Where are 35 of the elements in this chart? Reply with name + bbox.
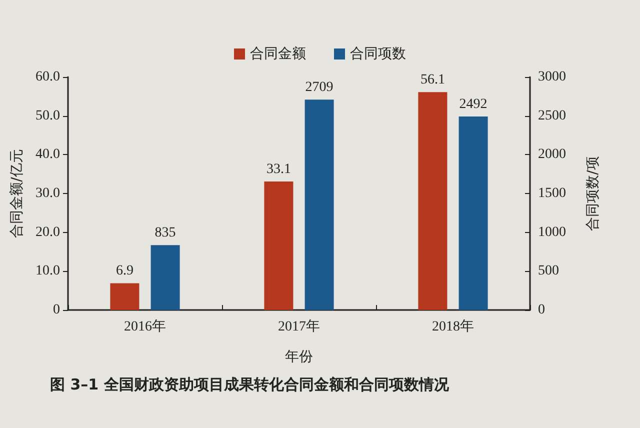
- data-label: 56.1: [420, 72, 445, 88]
- legend-label: 合同金额: [250, 46, 306, 62]
- data-label: 2709: [305, 80, 334, 96]
- y-tick-label: 10.0: [36, 264, 60, 279]
- x-tick-label: 2017年: [278, 318, 320, 334]
- y-tick-label: 30.0: [36, 186, 60, 201]
- y2-tick-label: 2000: [538, 147, 566, 162]
- data-label: 33.1: [266, 162, 291, 177]
- x-tick-label: 2018年: [432, 318, 474, 334]
- data-label: 6.9: [116, 264, 134, 279]
- legend-label: 合同项数: [350, 46, 406, 62]
- bar: [304, 100, 334, 310]
- y2-tick-label: 500: [538, 264, 559, 279]
- bar: [418, 92, 448, 310]
- y2-tick-label: 0: [538, 302, 545, 318]
- bar: [264, 181, 294, 310]
- data-label: 835: [154, 226, 176, 241]
- bar: [150, 245, 180, 310]
- x-axis-title: 年份: [285, 349, 313, 365]
- data-label: 2492: [459, 96, 488, 112]
- y2-tick-label: 3000: [538, 70, 566, 84]
- y2-tick-label: 2500: [538, 108, 566, 124]
- y2-tick-label: 1000: [538, 224, 566, 240]
- y2-tick-label: 1500: [538, 186, 566, 201]
- bar: [458, 116, 488, 310]
- y-tick-label: 50.0: [36, 108, 60, 124]
- y-tick-label: 60.0: [36, 70, 60, 84]
- y-tick-label: 0: [53, 302, 60, 318]
- text: 图 3–1 全国财政资助项目成果转化合同金额和合同项数情况: [50, 376, 450, 394]
- y-axis-title: 合同金额/亿元: [9, 149, 25, 238]
- y2-axis-title: 合同项数/项: [585, 156, 601, 231]
- y-tick-label: 40.0: [36, 147, 60, 162]
- y-tick-label: 20.0: [36, 224, 60, 240]
- x-tick-label: 2016年: [124, 318, 166, 334]
- bar: [110, 283, 140, 310]
